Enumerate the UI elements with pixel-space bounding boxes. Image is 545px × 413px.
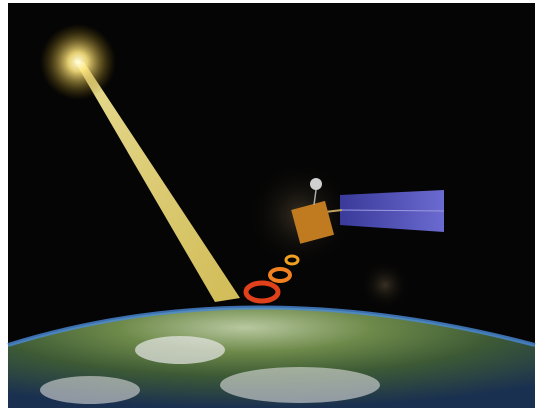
ring	[268, 267, 292, 283]
cloud	[40, 376, 140, 404]
earth	[8, 307, 535, 408]
ring	[243, 280, 281, 304]
light-beam	[74, 60, 240, 302]
ring	[284, 254, 300, 266]
satellite	[291, 178, 445, 244]
atmosphere	[7, 305, 536, 347]
satellite-body	[291, 200, 335, 244]
glow	[360, 260, 410, 310]
antenna	[310, 178, 322, 190]
sun	[40, 24, 116, 100]
signal-rings	[243, 254, 300, 304]
antenna-mast	[313, 189, 317, 206]
cloud	[135, 336, 225, 364]
cloud	[220, 367, 380, 403]
panel-seam	[339, 209, 445, 212]
